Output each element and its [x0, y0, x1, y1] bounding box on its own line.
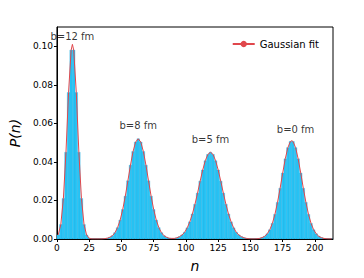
svg-text:0.06: 0.06: [33, 118, 53, 128]
svg-text:0.02: 0.02: [33, 195, 53, 205]
svg-text:b=0 fm: b=0 fm: [277, 124, 315, 135]
svg-text:75: 75: [148, 243, 159, 253]
svg-text:0.08: 0.08: [33, 80, 53, 90]
svg-text:0: 0: [54, 243, 60, 253]
svg-text:100: 100: [177, 243, 194, 253]
svg-text:b=8 fm: b=8 fm: [119, 120, 157, 131]
svg-text:0.00: 0.00: [33, 234, 53, 244]
svg-text:25: 25: [83, 243, 94, 253]
svg-text:50: 50: [116, 243, 128, 253]
svg-text:0.04: 0.04: [33, 157, 53, 167]
svg-text:150: 150: [242, 243, 259, 253]
svg-text:125: 125: [210, 243, 227, 253]
svg-text:P(n): P(n): [7, 119, 23, 147]
svg-text:b=5 fm: b=5 fm: [192, 134, 230, 145]
svg-text:175: 175: [274, 243, 291, 253]
svg-text:200: 200: [306, 243, 323, 253]
svg-text:b=12 fm: b=12 fm: [50, 31, 94, 42]
svg-text:Gaussian fit: Gaussian fit: [260, 39, 319, 50]
svg-text:n: n: [191, 258, 200, 274]
svg-text:0.10: 0.10: [33, 41, 53, 51]
